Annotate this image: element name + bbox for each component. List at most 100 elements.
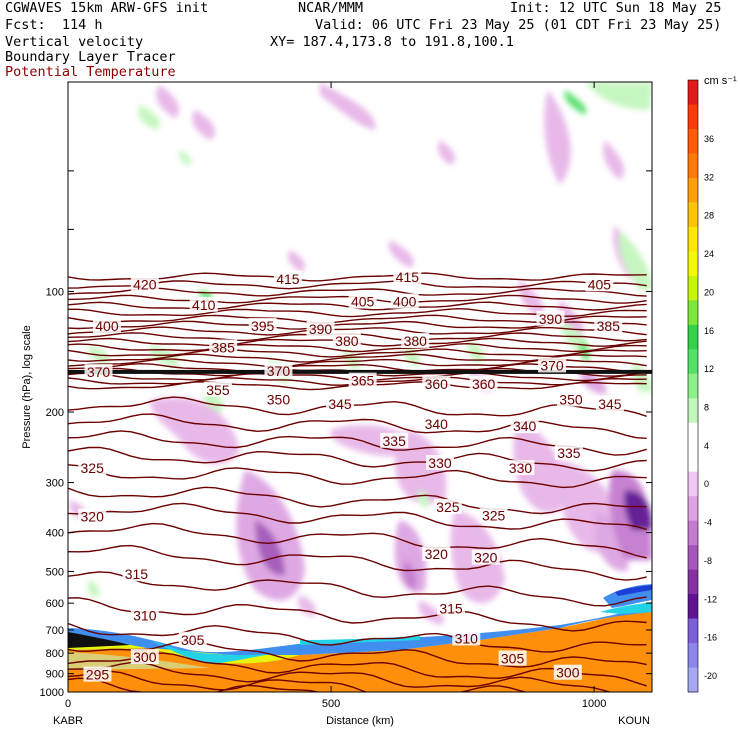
theta-label: 320 bbox=[425, 546, 449, 562]
theta-label-bg bbox=[425, 454, 454, 470]
theta-label: 415 bbox=[276, 271, 300, 287]
theta-contour bbox=[68, 272, 647, 282]
theta-label: 365 bbox=[351, 373, 375, 389]
y-tick-label: 500 bbox=[46, 566, 64, 578]
colorbar-tick-label: -8 bbox=[704, 556, 712, 566]
colorbar-swatch bbox=[688, 80, 698, 105]
theta-label: 370 bbox=[540, 357, 564, 373]
theta-label: 300 bbox=[133, 649, 157, 665]
colorbar-unit: cm s⁻¹ bbox=[704, 75, 737, 87]
theta-label-bg bbox=[189, 296, 218, 312]
theta-label: 310 bbox=[133, 607, 157, 623]
forecast-hour: Fcst: 114 h bbox=[5, 17, 103, 33]
valid-time: Valid: 06 UTC Fri 23 May 25 (01 CDT Fri … bbox=[315, 17, 722, 33]
theta-label-bg bbox=[536, 310, 565, 326]
theta-label-bg bbox=[390, 293, 419, 309]
colorbar-tick-label: 0 bbox=[704, 479, 709, 489]
theta-label: 360 bbox=[425, 376, 449, 392]
theta-contour bbox=[68, 522, 647, 559]
x-tick-label: 1000 bbox=[582, 698, 606, 710]
colorbar-swatch bbox=[688, 104, 698, 130]
theta-label-bg bbox=[264, 363, 293, 379]
theta-contour bbox=[68, 348, 647, 358]
theta-contour bbox=[68, 544, 647, 581]
colorbar-swatch bbox=[688, 496, 698, 522]
theta-label: 315 bbox=[125, 566, 149, 582]
theta-label: 340 bbox=[513, 418, 537, 434]
theta-label-bg bbox=[452, 630, 481, 646]
theta-label-bg bbox=[130, 649, 159, 665]
colorbar-swatch bbox=[688, 569, 698, 595]
theta-contour bbox=[68, 571, 647, 607]
colorbar-swatch bbox=[688, 373, 698, 399]
colorbar-tick-label: 28 bbox=[704, 211, 714, 221]
theta-label: 400 bbox=[393, 294, 417, 310]
theta-label: 390 bbox=[309, 321, 333, 337]
colorbar-swatch bbox=[688, 324, 698, 350]
colorbar-tick-label: -16 bbox=[704, 633, 717, 643]
theta-contour bbox=[68, 486, 647, 515]
y-tick-label: 900 bbox=[46, 669, 64, 681]
y-tick-label: 200 bbox=[46, 407, 64, 419]
colorbar-swatch bbox=[688, 128, 698, 154]
theta-label: 330 bbox=[428, 455, 452, 471]
theta-label-bg bbox=[553, 664, 582, 680]
theta-label: 370 bbox=[267, 363, 291, 379]
theta-label-bg bbox=[538, 357, 567, 373]
y-tick-label: 1000 bbox=[40, 687, 64, 699]
x-axis-label: Distance (km) bbox=[326, 715, 394, 727]
y-tick-label: 300 bbox=[46, 478, 64, 490]
theta-label-bg bbox=[122, 566, 151, 582]
theta-label-bg bbox=[554, 444, 583, 460]
theta-label: 305 bbox=[181, 632, 205, 648]
colorbar-swatch bbox=[688, 520, 698, 546]
colorbar-swatch bbox=[688, 643, 698, 669]
theta-label: 295 bbox=[86, 667, 110, 683]
theta-label: 385 bbox=[212, 339, 236, 355]
end-station-label: KOUN bbox=[618, 715, 650, 727]
model-title: CGWAVES 15km ARW-GFS init bbox=[5, 0, 209, 16]
vertical-velocity-shading bbox=[69, 82, 652, 625]
theta-label-bg bbox=[556, 391, 585, 407]
theta-label: 405 bbox=[588, 276, 612, 292]
theta-label-bg bbox=[273, 270, 302, 286]
theta-label: 380 bbox=[335, 333, 359, 349]
colorbar-tick-label: 24 bbox=[704, 249, 714, 259]
theta-label-bg bbox=[393, 268, 422, 284]
colorbar-swatch bbox=[688, 349, 698, 375]
theta-label-bg bbox=[203, 381, 232, 397]
colorbar-swatch bbox=[688, 398, 698, 424]
theta-label: 380 bbox=[404, 333, 428, 349]
colorbar-frame bbox=[687, 79, 699, 693]
theta-label: 325 bbox=[436, 499, 460, 515]
theta-label-bg bbox=[594, 318, 623, 334]
colorbar-tick-label: -4 bbox=[704, 518, 712, 528]
theta-contour bbox=[68, 280, 647, 290]
plot-area: 420 415 415 410 405 405 400 400 395 390 390 385 385 3… bbox=[68, 82, 652, 692]
theta-contour bbox=[68, 502, 647, 531]
colorbar: 36 32 28 24 20 16 12 8 4 0 -4 -8 -12 -16 -20 bbox=[687, 79, 717, 693]
theta-contour bbox=[68, 622, 647, 653]
theta-contour bbox=[68, 287, 647, 297]
y-axis: 100 200 300 400 500 600 700 800 900 1000 bbox=[40, 170, 652, 699]
theta-label-bg bbox=[264, 391, 293, 407]
colorbar-swatch bbox=[688, 226, 698, 252]
theta-contour bbox=[68, 670, 528, 692]
theta-contour bbox=[68, 396, 647, 417]
theta-label-bg bbox=[433, 498, 462, 514]
y-axis-label: Pressure (hPa), log scale bbox=[21, 325, 33, 449]
colorbar-swatch bbox=[688, 447, 698, 473]
colorbar-tick-label: -12 bbox=[704, 594, 717, 604]
y-tick-label: 800 bbox=[46, 648, 64, 660]
theta-contour bbox=[68, 652, 647, 687]
theta-contour bbox=[68, 640, 647, 668]
colorbar-swatch bbox=[688, 422, 698, 448]
colorbar-swatch bbox=[688, 177, 698, 203]
theta-label-bg bbox=[401, 333, 430, 349]
theta-label: 315 bbox=[439, 600, 463, 616]
cross-section-endpoints: XY= 187.4,173.8 to 191.8,100.1 bbox=[270, 34, 514, 50]
theta-label: 415 bbox=[396, 269, 420, 285]
theta-label-bg bbox=[595, 396, 624, 412]
theta-label-bg bbox=[92, 318, 121, 334]
colorbar-tick-label: -20 bbox=[704, 671, 717, 681]
